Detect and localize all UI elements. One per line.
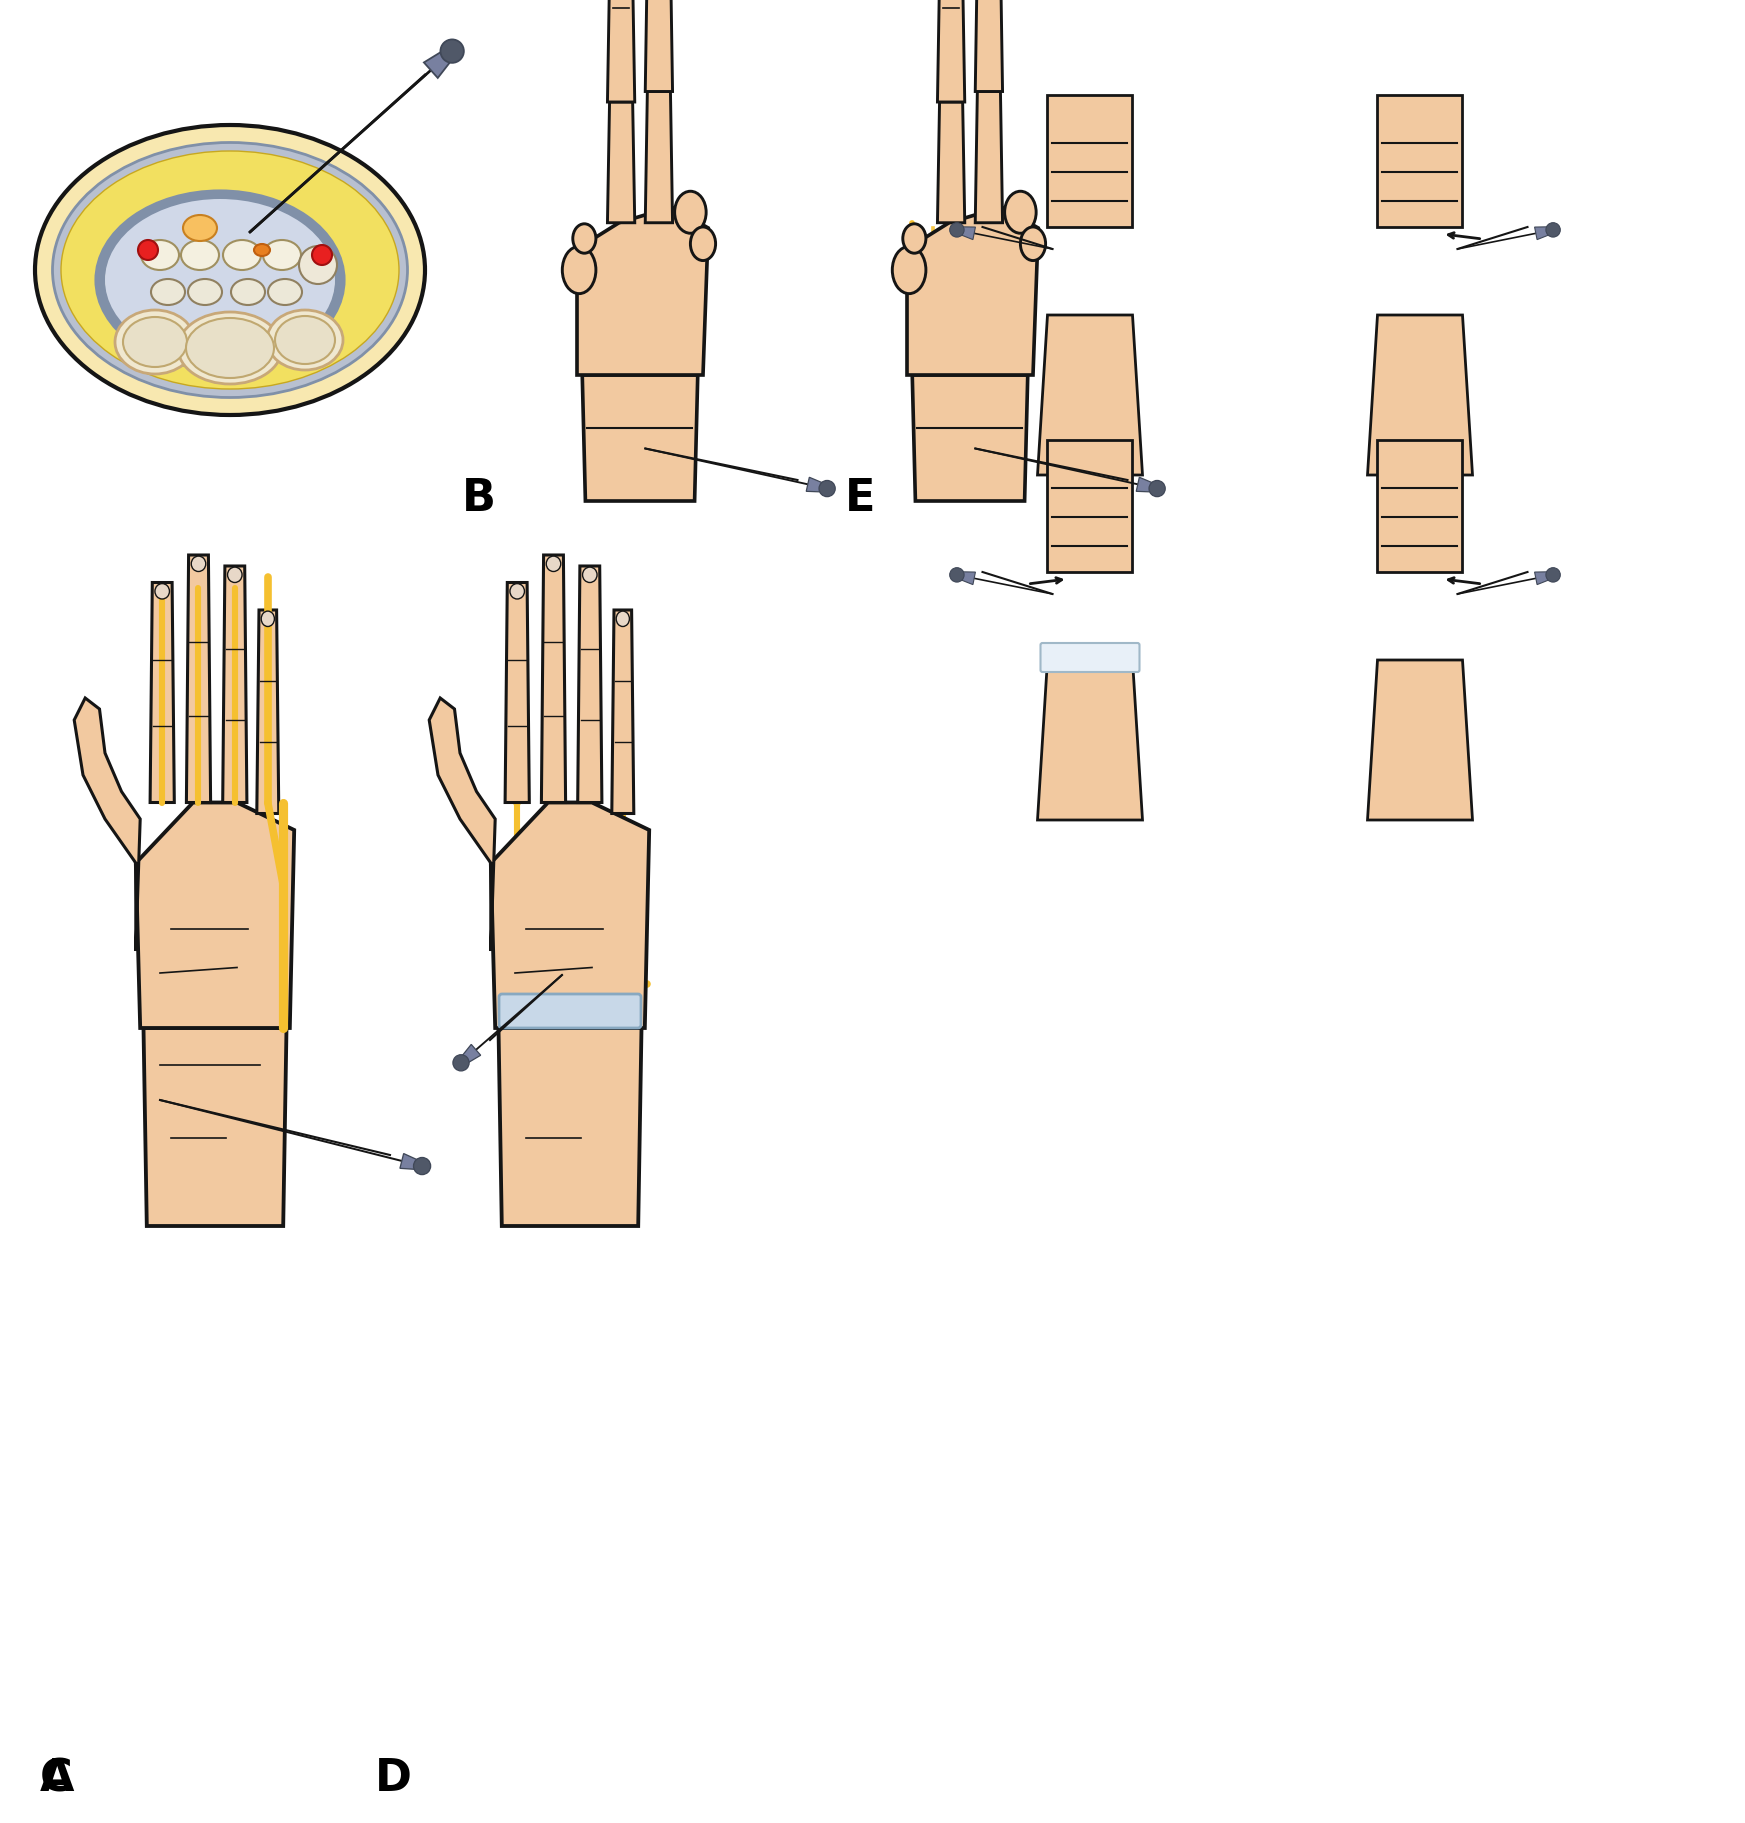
Polygon shape — [75, 698, 140, 952]
Ellipse shape — [616, 611, 630, 627]
Text: A: A — [40, 1757, 75, 1799]
Ellipse shape — [181, 241, 220, 270]
Polygon shape — [956, 226, 975, 239]
Polygon shape — [504, 583, 529, 802]
Ellipse shape — [141, 241, 180, 270]
Ellipse shape — [546, 556, 560, 571]
Polygon shape — [187, 554, 211, 802]
Ellipse shape — [122, 317, 187, 366]
Circle shape — [818, 481, 836, 496]
Polygon shape — [541, 554, 565, 802]
Polygon shape — [257, 611, 279, 813]
Circle shape — [440, 40, 464, 62]
Ellipse shape — [1005, 191, 1037, 233]
Ellipse shape — [572, 224, 595, 253]
Ellipse shape — [262, 611, 274, 627]
Polygon shape — [490, 802, 649, 1028]
Polygon shape — [907, 208, 1038, 376]
Polygon shape — [578, 208, 708, 376]
Circle shape — [949, 567, 963, 582]
Ellipse shape — [583, 567, 597, 583]
Ellipse shape — [675, 191, 707, 233]
Polygon shape — [1534, 226, 1553, 239]
Circle shape — [1546, 222, 1560, 237]
Polygon shape — [646, 0, 672, 91]
Ellipse shape — [230, 279, 265, 304]
Circle shape — [454, 1056, 469, 1070]
Ellipse shape — [298, 246, 337, 284]
Polygon shape — [223, 565, 246, 802]
Polygon shape — [1368, 660, 1473, 820]
Polygon shape — [1377, 439, 1462, 572]
Ellipse shape — [276, 315, 335, 365]
Circle shape — [138, 241, 159, 261]
Polygon shape — [607, 102, 635, 222]
Circle shape — [949, 222, 963, 237]
Text: E: E — [845, 478, 876, 520]
Ellipse shape — [510, 583, 525, 600]
Polygon shape — [956, 572, 975, 585]
Ellipse shape — [155, 583, 169, 600]
Polygon shape — [1047, 439, 1133, 572]
Polygon shape — [459, 1045, 480, 1065]
Text: B: B — [462, 478, 496, 520]
Ellipse shape — [187, 317, 274, 377]
Ellipse shape — [52, 142, 408, 397]
Ellipse shape — [183, 215, 216, 241]
Polygon shape — [429, 698, 496, 952]
Polygon shape — [1047, 95, 1133, 228]
Polygon shape — [612, 611, 633, 813]
Polygon shape — [150, 583, 174, 802]
Circle shape — [414, 1158, 431, 1174]
Ellipse shape — [902, 224, 927, 253]
Ellipse shape — [255, 244, 270, 255]
Circle shape — [1546, 567, 1560, 582]
Ellipse shape — [263, 241, 300, 270]
Polygon shape — [424, 47, 455, 78]
Polygon shape — [583, 376, 698, 501]
Ellipse shape — [691, 226, 715, 261]
Polygon shape — [1136, 478, 1159, 492]
Ellipse shape — [227, 567, 243, 583]
Circle shape — [312, 244, 332, 264]
Ellipse shape — [269, 279, 302, 304]
Ellipse shape — [188, 279, 222, 304]
Polygon shape — [913, 376, 1028, 501]
Circle shape — [1148, 481, 1166, 496]
Polygon shape — [136, 802, 295, 1028]
Ellipse shape — [178, 312, 283, 385]
Ellipse shape — [105, 199, 335, 361]
Polygon shape — [578, 565, 602, 802]
Polygon shape — [937, 0, 965, 102]
Polygon shape — [607, 0, 635, 102]
Ellipse shape — [152, 279, 185, 304]
FancyBboxPatch shape — [1040, 644, 1139, 673]
Ellipse shape — [267, 310, 344, 370]
Polygon shape — [400, 1154, 422, 1170]
Polygon shape — [646, 91, 672, 222]
Polygon shape — [1377, 95, 1462, 228]
Ellipse shape — [223, 241, 262, 270]
Ellipse shape — [1021, 226, 1045, 261]
Polygon shape — [806, 478, 827, 492]
Text: D: D — [375, 1757, 412, 1799]
Polygon shape — [1038, 660, 1143, 820]
Ellipse shape — [192, 556, 206, 571]
Ellipse shape — [115, 310, 195, 374]
Polygon shape — [143, 1028, 286, 1227]
Ellipse shape — [562, 246, 595, 294]
Ellipse shape — [35, 126, 426, 416]
Text: C: C — [40, 1757, 73, 1799]
FancyBboxPatch shape — [499, 994, 640, 1028]
Polygon shape — [1534, 572, 1553, 585]
Polygon shape — [975, 91, 1003, 222]
Polygon shape — [937, 102, 965, 222]
Polygon shape — [975, 0, 1003, 91]
Ellipse shape — [61, 151, 400, 388]
Polygon shape — [499, 1028, 642, 1227]
Ellipse shape — [892, 246, 927, 294]
Polygon shape — [1038, 315, 1143, 476]
Polygon shape — [1368, 315, 1473, 476]
